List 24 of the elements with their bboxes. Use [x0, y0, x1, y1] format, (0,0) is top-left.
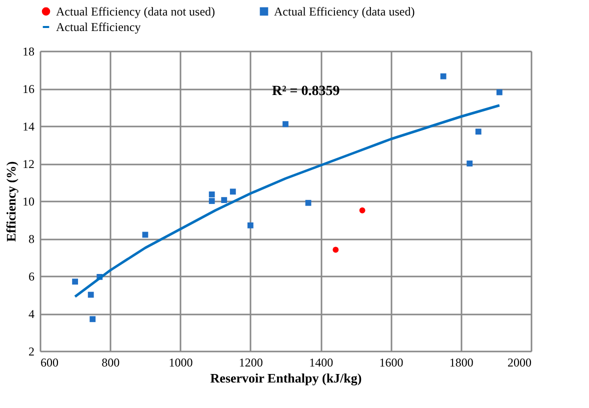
- x-tick-label: 1800: [449, 356, 474, 370]
- x-tick-label: 1200: [238, 356, 263, 370]
- x-tick-label: 800: [102, 356, 120, 370]
- y-tick-label: 14: [22, 120, 34, 134]
- y-tick-label: 6: [28, 270, 34, 284]
- x-tick-label: 1600: [379, 356, 404, 370]
- x-tick-label: 1000: [168, 356, 193, 370]
- x-axis-title: Reservoir Enthalpy (kJ/kg): [210, 370, 362, 386]
- y-axis-title: Efficiency (%): [4, 161, 18, 242]
- y-tick-label: 12: [22, 157, 34, 171]
- y-tick-label: 4: [28, 307, 34, 321]
- y-tick-label: 16: [22, 82, 34, 96]
- legend-label: Actual Efficiency (data not used): [56, 4, 216, 18]
- x-tick-label: 1400: [309, 356, 334, 370]
- y-tick-label: 10: [22, 194, 34, 208]
- legend-label: Actual Efficiency (data used): [274, 4, 415, 18]
- legend-label: Actual Efficiency: [56, 20, 141, 34]
- x-tick-label: 2000: [508, 356, 532, 370]
- x-tick-label: 600: [40, 356, 58, 370]
- annotation: R² = 0.8359: [272, 84, 340, 99]
- y-tick-label: 18: [22, 44, 34, 58]
- y-tick-label: 8: [28, 232, 34, 246]
- line-series: [74, 104, 501, 298]
- y-tick-label: 2: [28, 344, 34, 358]
